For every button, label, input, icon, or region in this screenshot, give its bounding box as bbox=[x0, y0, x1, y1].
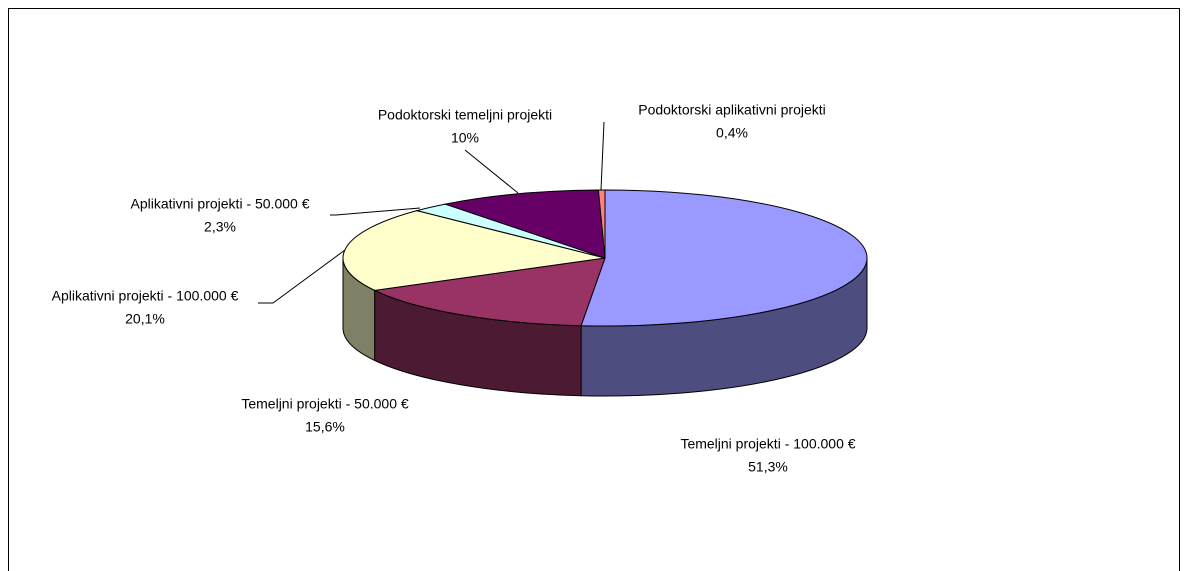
value-label: 15,6% bbox=[305, 419, 345, 435]
slice-label: Temeljni projekti - 50.000 € bbox=[241, 396, 409, 412]
leader-line bbox=[464, 149, 519, 194]
slice-label: Aplikativni projekti - 50.000 € bbox=[131, 196, 310, 212]
leader-line bbox=[330, 207, 421, 216]
slice bbox=[597, 189, 606, 259]
slice-label: Temeljni projekti - 100.000 € bbox=[680, 436, 855, 452]
value-label: 20,1% bbox=[125, 311, 165, 327]
slice-label: Podoktorski aplikativni projekti bbox=[638, 102, 826, 118]
value-label: 2,3% bbox=[204, 219, 236, 235]
leader-line bbox=[258, 249, 346, 304]
leader-line bbox=[600, 121, 605, 191]
value-label: 0,4% bbox=[716, 125, 748, 141]
value-label: 10% bbox=[451, 130, 479, 146]
slice bbox=[342, 210, 606, 291]
slice bbox=[372, 257, 606, 327]
value-label: 51,3% bbox=[748, 459, 788, 475]
slice bbox=[580, 189, 868, 327]
slice-label: Aplikativni projekti - 100.000 € bbox=[52, 288, 239, 304]
slice-label: Podoktorski temeljni projekti bbox=[378, 107, 552, 123]
slice bbox=[443, 189, 606, 259]
